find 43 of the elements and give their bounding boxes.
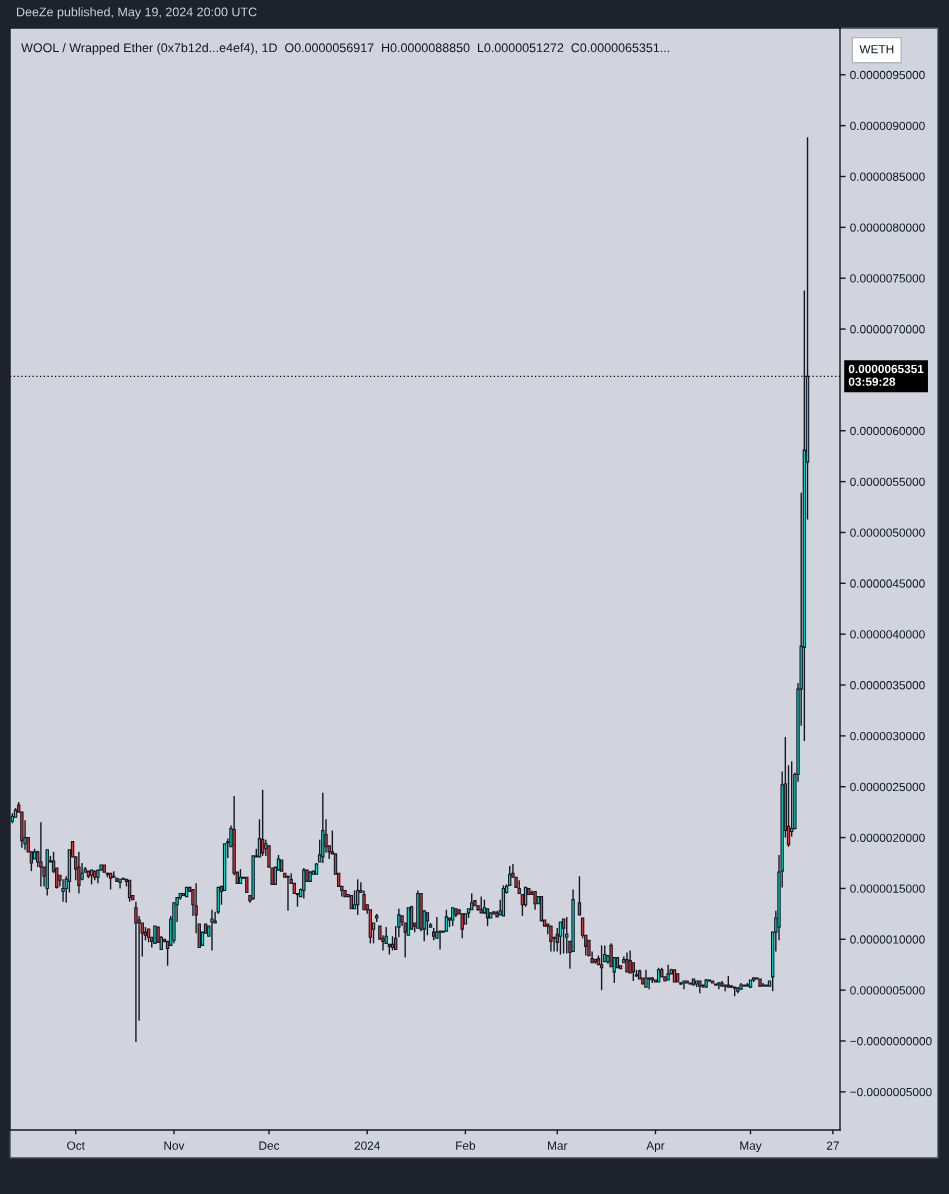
y-tick-label: 0.0000010000 <box>850 935 925 944</box>
y-axis-title: WETH <box>859 45 894 54</box>
y-tick-label: 0.0000075000 <box>850 274 925 283</box>
y-tick-label: 0.0000070000 <box>850 325 925 334</box>
y-tick-label: 0.0000030000 <box>850 731 925 741</box>
x-tick-label: Dec <box>259 1141 280 1150</box>
x-tick-label: Apr <box>646 1141 665 1153</box>
candlestick <box>286 875 290 912</box>
y-tick-label: 0.0000060000 <box>850 426 925 436</box>
y-tick-label: 0.0000020000 <box>850 833 925 842</box>
candlestick <box>460 913 464 939</box>
y-tick-label: 0.0000095000 <box>850 70 925 80</box>
y-tick-label: 0.0000085000 <box>850 172 925 181</box>
x-tick-label: 2024 <box>354 1141 380 1150</box>
x-tick-label: Nov <box>164 1141 185 1150</box>
ref-line-label: 0.0000065351 03:59:28 <box>848 364 924 386</box>
y-tick-label: 0.0000050000 <box>850 528 925 537</box>
text: DeeZe published, May 19, 2024 20:00 UTC <box>17 7 257 19</box>
y-tick-label: 0.0000040000 <box>850 630 925 639</box>
candlestick <box>362 889 366 911</box>
x-tick-label: Oct <box>67 1141 85 1150</box>
y-tick-label: 0.0000090000 <box>850 121 925 131</box>
candlestick <box>565 916 569 955</box>
x-tick-label: Mar <box>548 1141 568 1150</box>
y-tick-label: 0.0000045000 <box>850 579 925 588</box>
candlestick <box>723 984 727 992</box>
y-tick-label: −0.0000000000 <box>850 1037 932 1046</box>
x-tick-label: Feb <box>456 1141 476 1150</box>
candlestick <box>558 921 563 956</box>
y-tick-label: 0.0000005000 <box>850 986 925 995</box>
y-tick-label: −0.0000005000 <box>850 1087 932 1097</box>
x-tick-label: May <box>740 1141 762 1153</box>
candlestick <box>134 900 138 1043</box>
y-tick-label: 0.0000035000 <box>850 681 925 690</box>
candlestick <box>61 878 65 903</box>
y-tick-label: 0.0000015000 <box>850 884 925 893</box>
candlestick <box>561 918 566 955</box>
x-tick-label: 27 <box>826 1141 839 1150</box>
text: WOOL / Wrapped Ether (0x7b12d...e4ef4), 1D O0.0000056917 H0.0000088850 L0.0000051272 C0.0000065351... <box>21 43 670 55</box>
y-tick-label: 0.0000055000 <box>850 477 925 487</box>
y-tick-label: 0.0000025000 <box>850 782 925 792</box>
candlestick <box>577 875 582 916</box>
y-tick-label: 0.0000080000 <box>850 223 925 232</box>
